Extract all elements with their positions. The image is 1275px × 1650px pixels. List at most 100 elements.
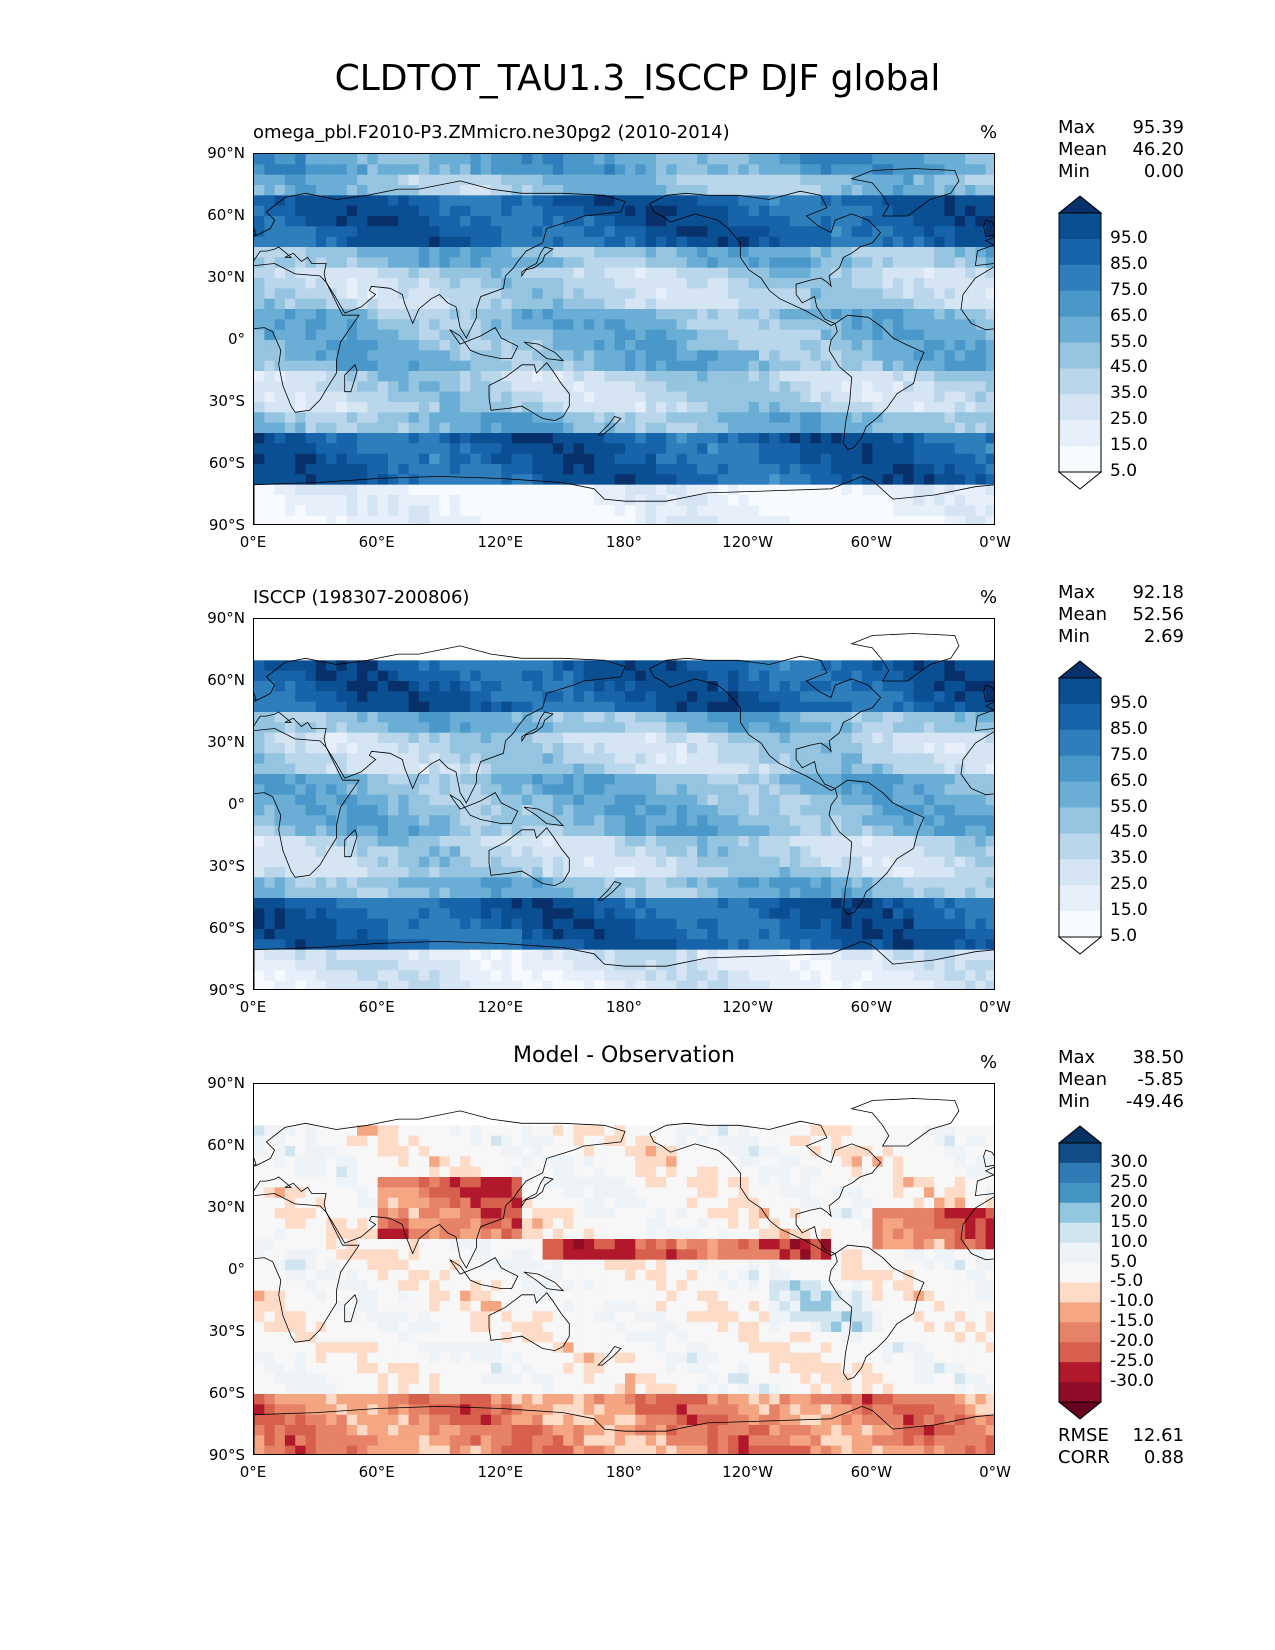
lon-tick-label: 60°E	[358, 533, 395, 551]
colorbar-min-extend	[1057, 936, 1103, 955]
lon-tick-label: 0°W	[979, 533, 1011, 551]
colorbar-tick-label: 25.0	[1110, 1171, 1148, 1192]
lat-tick-label: 90°N	[207, 144, 245, 162]
colorbar-tick-label: 75.0	[1110, 279, 1148, 300]
africa-outline	[254, 728, 360, 878]
uk-outline	[254, 692, 257, 701]
colorbar-segment	[1059, 446, 1101, 473]
lon-tick-label: 0°W	[979, 998, 1011, 1016]
antarctica-outline	[254, 940, 994, 989]
colorbar-tick-label: 55.0	[1110, 796, 1148, 817]
namerica-outline	[649, 190, 882, 326]
stats-block: Max 38.50 Mean -5.85 Min -49.46	[1058, 1047, 1184, 1113]
stat-key: Mean	[1058, 139, 1108, 160]
lat-tick-label: 90°N	[207, 609, 245, 627]
lon-tick-label: 120°W	[722, 1463, 774, 1481]
stat-key: Max	[1058, 117, 1096, 138]
namerica-outline	[649, 1120, 882, 1256]
stat-row: Max 92.18	[1058, 582, 1184, 604]
colorbar-max-extend	[1057, 195, 1103, 214]
colorbar-tick-label: 45.0	[1110, 357, 1148, 378]
figure-title: CLDTOT_TAU1.3_ISCCP DJF global	[334, 58, 941, 99]
colorbar-min-extend	[1057, 471, 1103, 490]
field-layer	[254, 1125, 994, 1454]
newguinea-outline	[523, 341, 565, 362]
lon-tick-label: 60°E	[358, 998, 395, 1016]
lat-tick-label: 90°N	[207, 1074, 245, 1092]
lon-tick-label: 180°	[605, 1463, 643, 1481]
newguinea-outline	[523, 806, 565, 827]
eurasia-outline	[254, 645, 626, 804]
colorbar-segment	[1059, 1302, 1101, 1323]
colorbar-tick-label: 15.0	[1110, 900, 1148, 921]
colorbar-segment	[1059, 729, 1101, 757]
stat-value: 38.50	[1132, 1047, 1184, 1068]
colorbar-segment	[1059, 1362, 1101, 1383]
panel-subtitle: omega_pbl.F2010-P3.ZMmicro.ne30pg2 (2010…	[253, 122, 730, 143]
colorbar-segment	[1059, 394, 1101, 421]
uk-outline	[983, 684, 994, 703]
madagascar-outline	[344, 364, 358, 393]
eurasia-outline	[254, 1110, 626, 1269]
metric-row: RMSE 12.61	[1058, 1425, 1184, 1447]
colorbar	[1057, 195, 1103, 490]
samerica-outline	[828, 779, 925, 915]
colorbar-segment	[1059, 807, 1101, 834]
stat-key: Min	[1058, 161, 1090, 182]
colorbar-tick-label: 85.0	[1110, 253, 1148, 274]
colorbar-tick-label: 10.0	[1110, 1231, 1148, 1252]
colorbar-tick-label: 55.0	[1110, 331, 1148, 352]
colorbar-segment	[1059, 1322, 1101, 1343]
nz-outline	[597, 881, 622, 901]
lat-tick-label: 60°N	[207, 1136, 245, 1154]
greenland-outline	[850, 633, 960, 682]
colorbar	[1057, 1125, 1103, 1420]
stats-block: Max 92.18 Mean 52.56 Min 2.69	[1058, 582, 1184, 648]
colorbar-segment	[1059, 1222, 1101, 1244]
coastlines	[254, 633, 994, 989]
colorbar-tick-label: -30.0	[1110, 1371, 1154, 1392]
stat-value: 2.69	[1143, 626, 1184, 647]
colorbar-tick-label: 5.0	[1110, 926, 1138, 946]
lat-tick-label: 30°S	[208, 1322, 245, 1340]
antarctica-outline	[254, 1405, 994, 1454]
uk-outline	[983, 219, 994, 238]
lat-tick-label: 30°N	[207, 1198, 245, 1216]
australia-outline	[488, 362, 570, 422]
lon-tick-label: 120°W	[722, 533, 774, 551]
lon-tick-label: 0°W	[979, 1463, 1011, 1481]
colorbar	[1057, 660, 1103, 955]
colorbar-tick-label: 20.0	[1110, 1191, 1148, 1212]
colorbar-tick-label: 45.0	[1110, 822, 1148, 843]
stat-key: Max	[1058, 582, 1096, 603]
colorbar-tick-label: 25.0	[1110, 409, 1148, 430]
uk-outline	[254, 227, 257, 236]
lat-tick-label: 30°N	[207, 268, 245, 286]
panel-subtitle: Model - Observation	[513, 1043, 735, 1068]
lat-tick-label: 90°S	[208, 981, 245, 999]
lon-tick-label: 0°E	[239, 998, 267, 1016]
colorbar-min-extend	[1057, 1401, 1103, 1420]
colorbar-tick-label: -20.0	[1110, 1331, 1154, 1352]
colorbar-tick-label: 15.0	[1110, 435, 1148, 456]
colorbar-tick-label: 5.0	[1110, 1251, 1138, 1272]
newguinea-outline	[523, 1271, 565, 1292]
colorbar-tick-label: -25.0	[1110, 1351, 1154, 1372]
japan-outline	[521, 246, 554, 278]
colorbar-segment	[1059, 238, 1101, 266]
madagascar-outline	[344, 1294, 358, 1323]
lon-tick-label: 180°	[605, 533, 643, 551]
lat-tick-label: 60°N	[207, 671, 245, 689]
colorbar-tick-label: 65.0	[1110, 305, 1148, 326]
colorbar-segment	[1059, 1382, 1101, 1403]
colorbar-tick-label: -15.0	[1110, 1311, 1154, 1332]
lon-tick-label: 60°W	[850, 533, 893, 551]
stat-row: Min 2.69	[1058, 626, 1184, 648]
colorbar-tick-label: 35.0	[1110, 383, 1148, 404]
panel-subtitle: ISCCP (198307-200806)	[253, 587, 470, 608]
field-layer	[254, 154, 994, 524]
lat-tick-label: 90°S	[208, 516, 245, 534]
lon-tick-label: 0°E	[239, 1463, 267, 1481]
metric-value: 12.61	[1132, 1425, 1184, 1446]
lon-tick-label: 60°W	[850, 1463, 893, 1481]
